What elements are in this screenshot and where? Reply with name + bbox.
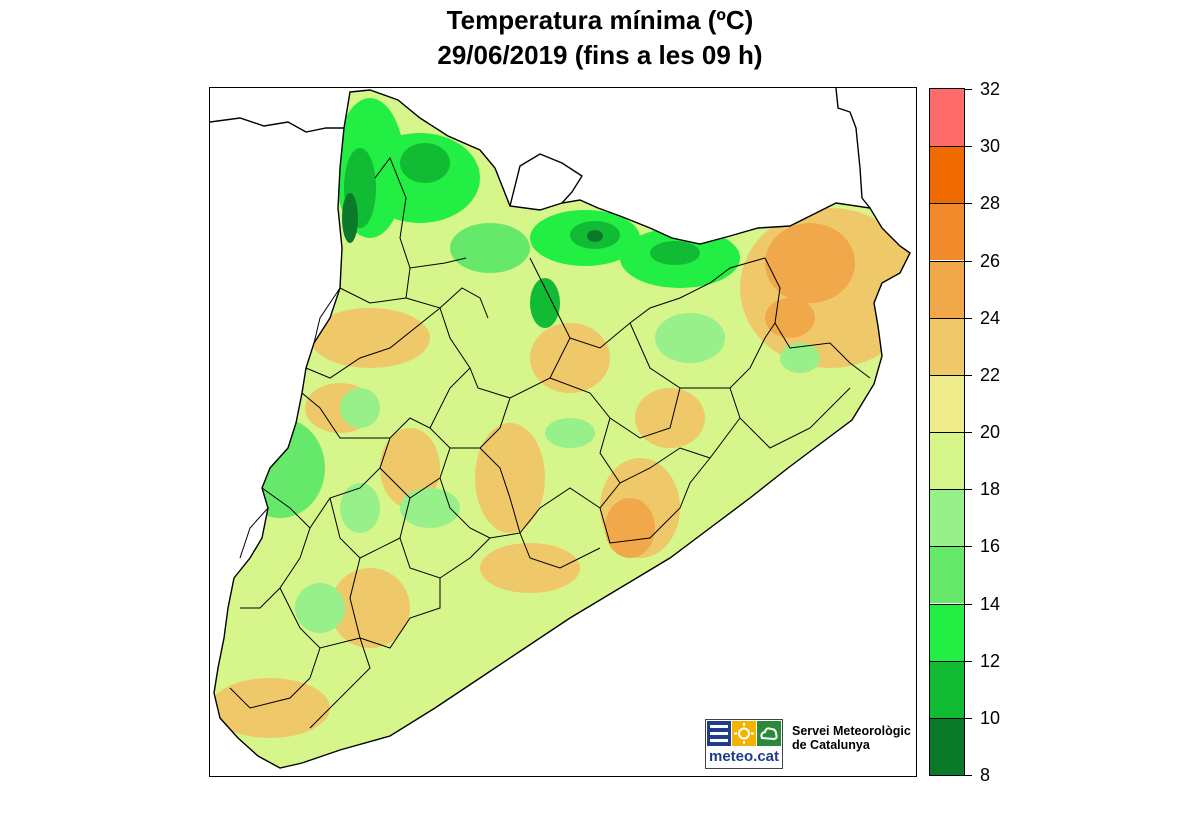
cloud-icon xyxy=(757,721,781,746)
color-band xyxy=(930,489,964,547)
sun-icon xyxy=(732,721,756,746)
color-band xyxy=(930,317,964,375)
color-scale-tick-label: 12 xyxy=(980,650,1001,671)
color-scale-tick-mark xyxy=(964,374,972,376)
color-scale-tick-label: 18 xyxy=(980,479,1001,500)
color-scale-tick-label: 8 xyxy=(980,765,991,785)
color-band xyxy=(930,374,964,432)
color-band xyxy=(930,203,964,261)
color-scale-tick-label: 32 xyxy=(980,79,1001,99)
organization-name: Servei Meteorològic de Catalunya xyxy=(792,724,911,752)
map-frame xyxy=(209,87,917,777)
catalonia-temperature-map xyxy=(210,88,911,769)
color-scale-bar xyxy=(929,88,965,776)
color-band xyxy=(930,603,964,661)
color-scale-tick-mark xyxy=(964,489,972,491)
organization-line-1: Servei Meteorològic xyxy=(792,724,911,738)
meteocat-brand: meteo.cat xyxy=(708,748,780,765)
comarca-borders xyxy=(229,156,871,729)
color-scale-tick-mark xyxy=(964,260,972,262)
meteocat-logo: meteo.cat xyxy=(705,719,783,769)
color-scale-tick-label: 30 xyxy=(980,136,1001,157)
color-scale-tick-mark xyxy=(964,717,972,719)
outer-borders xyxy=(210,88,871,209)
color-scale-tick-mark xyxy=(964,146,972,148)
map-subtitle: 29/06/2019 (fins a les 09 h) xyxy=(437,40,763,70)
color-scale-tick-label: 28 xyxy=(980,193,1001,214)
color-scale-tick-mark xyxy=(964,660,972,662)
color-band xyxy=(930,546,964,604)
color-scale-tick-mark xyxy=(964,432,972,433)
color-scale-tick-label: 26 xyxy=(980,250,1001,271)
color-scale-tick-mark xyxy=(964,603,972,605)
color-band xyxy=(930,260,964,318)
color-scale-tick-mark xyxy=(964,89,972,90)
color-scale-tick-label: 10 xyxy=(980,707,1001,728)
waves-icon xyxy=(707,721,731,746)
color-scale-tick-mark xyxy=(964,203,972,205)
color-scale-tick-label: 14 xyxy=(980,593,1001,614)
color-scale-tick-label: 20 xyxy=(980,422,1001,442)
organization-line-2: de Catalunya xyxy=(792,738,870,752)
color-band xyxy=(930,660,964,718)
color-band xyxy=(930,146,964,204)
color-scale-tick-mark xyxy=(964,546,972,548)
color-band xyxy=(930,432,964,490)
color-band xyxy=(930,717,964,775)
color-scale-tick-label: 22 xyxy=(980,364,1001,385)
color-band xyxy=(930,89,964,147)
map-title: Temperatura mínima (ºC) xyxy=(446,5,754,35)
color-scale-tick-mark xyxy=(964,317,972,319)
color-scale-tick-mark xyxy=(964,775,972,776)
color-scale-tick-label: 16 xyxy=(980,536,1001,557)
color-scale-tick-label: 24 xyxy=(980,307,1001,328)
